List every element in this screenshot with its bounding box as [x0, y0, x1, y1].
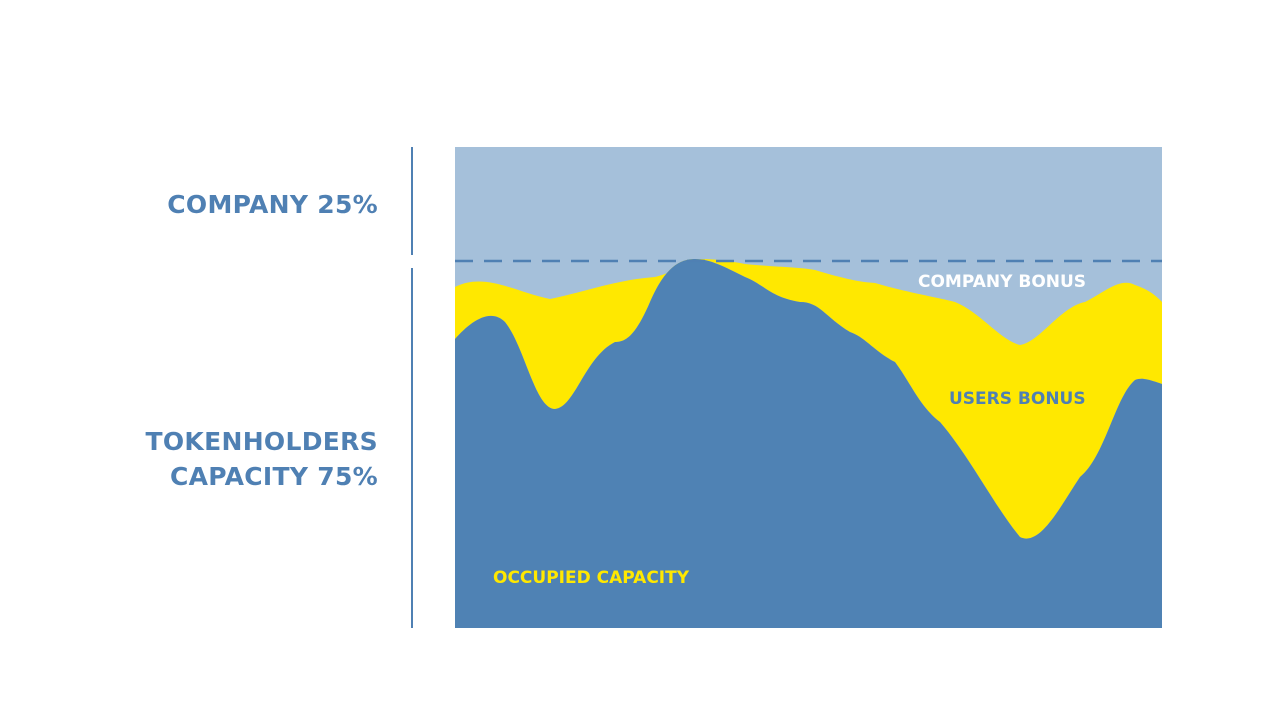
tokenholders-line-1: TOKENHOLDERS: [145, 427, 378, 456]
tokenholders-bracket-line: [411, 268, 413, 628]
tokenholders-capacity-label: TOKENHOLDERS CAPACITY 75%: [146, 424, 378, 494]
company-bonus-label: COMPANY BONUS: [918, 272, 1086, 292]
company-share-text: COMPANY 25%: [167, 190, 378, 219]
users-bonus-label: USERS BONUS: [949, 389, 1086, 409]
capacity-area-diagram: COMPANY BONUS USERS BONUS OCCUPIED CAPAC…: [455, 147, 1162, 628]
tokenholders-line-2: CAPACITY 75%: [169, 462, 378, 491]
users-bonus-area: [455, 259, 1162, 539]
occupied-capacity-area: [455, 259, 1162, 628]
company-bracket-line: [411, 147, 413, 255]
occupied-capacity-label: OCCUPIED CAPACITY: [493, 568, 690, 588]
company-share-label: COMPANY 25%: [167, 187, 378, 222]
